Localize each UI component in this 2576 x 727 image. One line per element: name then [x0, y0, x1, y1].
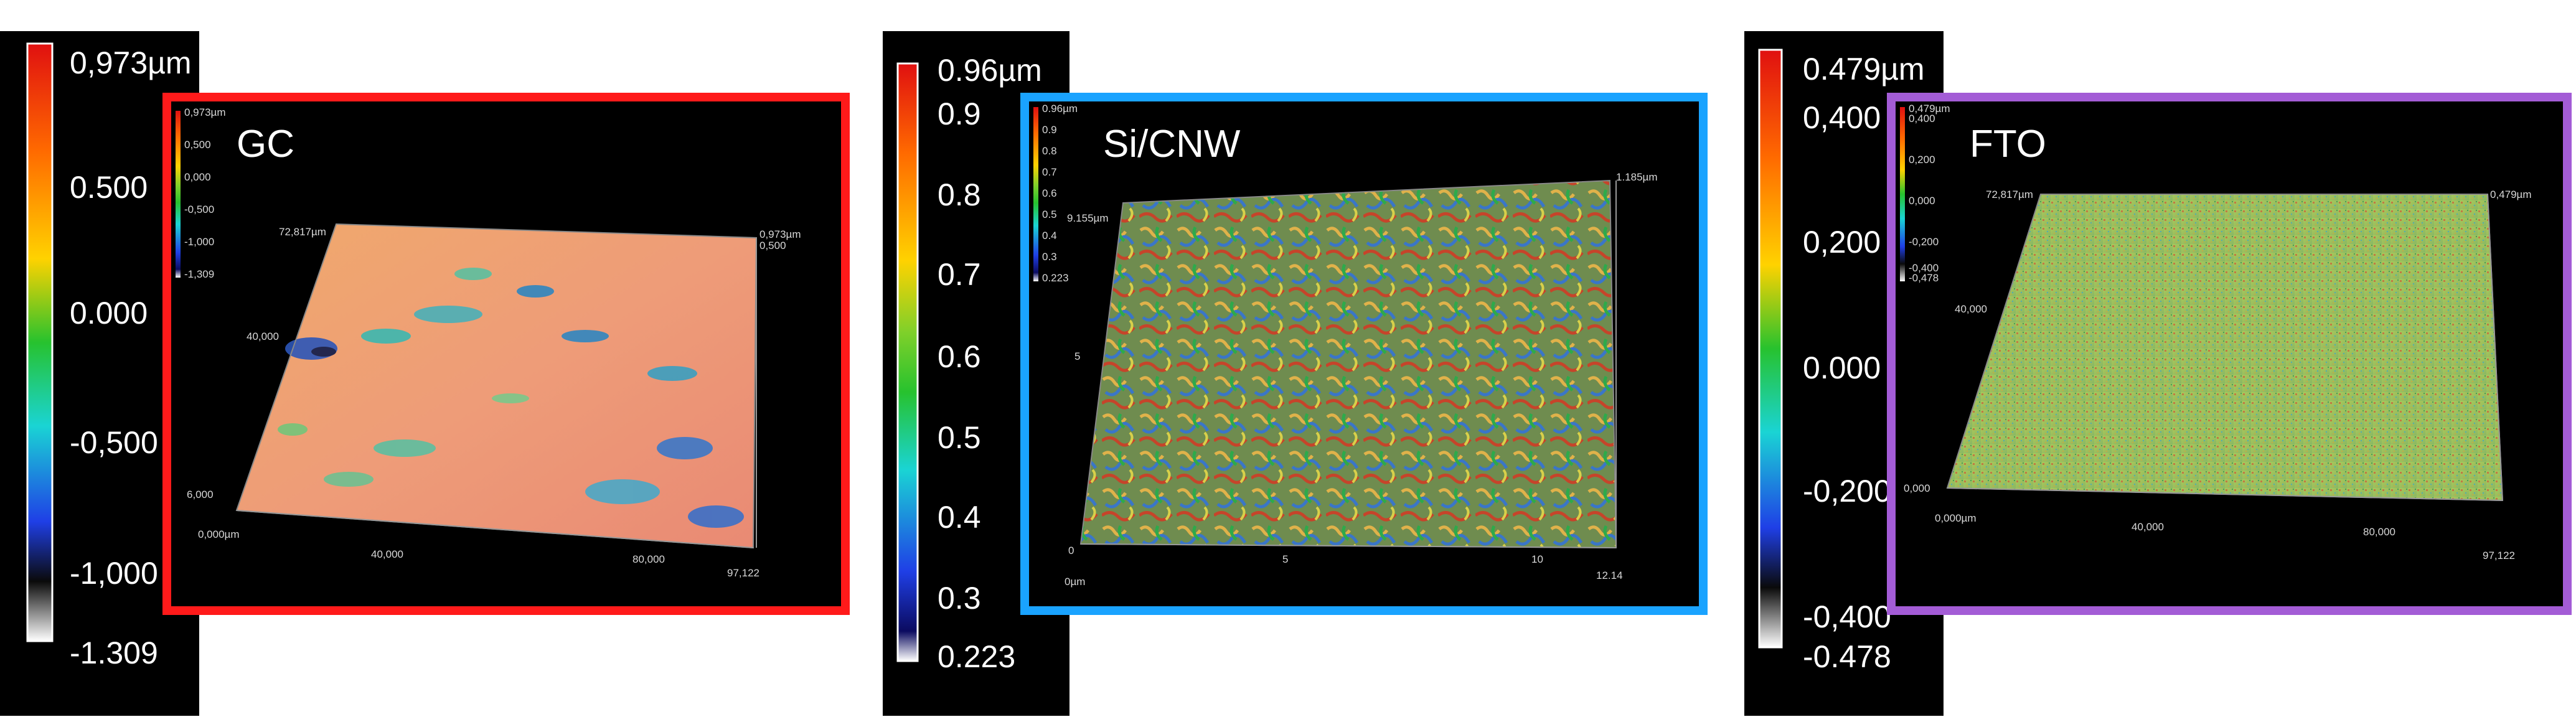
mini-scale-bar [1033, 107, 1038, 281]
axis-label: 0,973µm [759, 228, 801, 240]
mini-scale-label: -1,000 [184, 236, 214, 248]
mini-scale-label: 0.7 [1042, 166, 1057, 178]
color-scale-bar [896, 62, 919, 662]
axis-label: 0,000µm [198, 528, 240, 540]
axis-label: 0 [1068, 545, 1074, 556]
scale-label: 0.96µm [938, 53, 1042, 88]
scale-label: 0.000 [70, 296, 148, 331]
axis-label: 0µm [1065, 576, 1085, 588]
mini-scale-label: 0,000 [1909, 195, 1935, 207]
scale-label: 0.6 [938, 339, 981, 374]
scale-label: 0.7 [938, 257, 981, 292]
axis-label: 6,000 [187, 489, 214, 500]
mini-scale-label: 0,200 [1909, 154, 1935, 166]
axis-label: 0,000µm [1935, 512, 1977, 524]
axis-label: 12.14 [1596, 570, 1623, 581]
axis-label: 40,000 [1955, 303, 1987, 315]
panel-title: Si/CNW [1103, 123, 1241, 166]
axis-label: 9.155µm [1067, 212, 1109, 224]
mini-scale-label: 0.96µm [1042, 103, 1078, 115]
scale-label: 0.223 [938, 639, 1015, 674]
axis-label: 0,000 [1904, 482, 1930, 494]
mini-scale-label: -1,309 [184, 268, 214, 280]
mini-scale-label: 0,973µm [184, 106, 226, 118]
mini-scale-label: 0,000 [184, 171, 211, 183]
scale-label: -1.309 [70, 636, 158, 670]
surface-texture [1947, 194, 2503, 500]
mini-scale-label: -0,200 [1909, 236, 1939, 248]
axis-label: 0,500 [759, 240, 786, 251]
scale-label: 0,200 [1803, 225, 1881, 260]
surface-texture [237, 224, 756, 548]
mini-scale-bar [176, 111, 181, 278]
scale-label: 0.9 [938, 96, 981, 131]
panel-si-cnw: 0.96µm 0.9 0.8 0.7 0.6 0.5 0.4 0.3 0.223… [878, 0, 1712, 727]
axis-label: 5 [1282, 553, 1288, 565]
scale-label: 0.479µm [1803, 52, 1925, 87]
scale-label: 0.5 [938, 420, 981, 455]
mini-scale-label: 0.9 [1042, 124, 1057, 136]
axis-label: 72,817µm [279, 226, 326, 238]
panel-gc: 0,973µm 0.500 0.000 -0,500 -1,000 -1.309… [0, 0, 853, 727]
scale-label: -0,500 [70, 425, 158, 460]
scale-label: -0.478 [1803, 639, 1891, 674]
scale-label: 0,400 [1803, 100, 1881, 135]
mini-scale-label: -0,478 [1909, 272, 1939, 284]
scale-label: -0,200 [1803, 474, 1891, 509]
axis-label: 97,122 [2483, 550, 2515, 561]
mini-scale-label: 0.223 [1042, 272, 1069, 284]
axis-label: 5 [1074, 350, 1080, 362]
mini-scale-label: 0,479µm [1909, 103, 1950, 115]
mini-scale-label: 0,500 [184, 139, 211, 151]
axis-label: 1.185µm [1616, 171, 1658, 183]
axis-line [236, 510, 754, 548]
color-scale-bar [26, 42, 54, 642]
axis-label: 10 [1531, 553, 1543, 565]
surface-texture [1081, 181, 1616, 548]
axis-label: 97,122 [727, 567, 759, 579]
mini-scale-label: 0.3 [1042, 251, 1057, 263]
axis-line [1080, 543, 1617, 548]
scale-label: 0.8 [938, 177, 981, 212]
scale-label: -0,400 [1803, 599, 1891, 634]
mini-scale-label: 0.5 [1042, 209, 1057, 220]
panel-title: GC [237, 123, 294, 166]
scale-label: 0.500 [70, 170, 148, 205]
mini-scale-label: 0.6 [1042, 187, 1057, 199]
axis-line [2487, 194, 2503, 501]
axis-label: 40,000 [2132, 521, 2164, 533]
axis-label: 72,817µm [1986, 189, 2033, 200]
mini-scale-label: 0.4 [1042, 230, 1057, 242]
color-scale-bar [1758, 49, 1783, 649]
axis-line [1947, 487, 2503, 501]
mini-scale-bar [1900, 107, 1905, 281]
scale-label: 0.000 [1803, 350, 1881, 385]
scale-label: 0,973µm [70, 45, 192, 80]
axis-label: 40,000 [371, 548, 403, 560]
scale-label: 0.4 [938, 500, 981, 535]
mini-scale-label: 0.8 [1042, 145, 1057, 157]
scale-label: 0.3 [938, 581, 981, 616]
mini-scale-label: 0,400 [1909, 113, 1935, 124]
axis-label: 40,000 [247, 331, 279, 342]
panel-title: FTO [1970, 123, 2046, 166]
surface-pits [278, 268, 744, 528]
axis-label: 80,000 [632, 553, 665, 565]
mini-scale-label: -0,400 [1909, 262, 1939, 274]
axis-label: 80,000 [2363, 526, 2395, 538]
scale-label: -1,000 [70, 556, 158, 591]
panel-fto: 0.479µm 0,400 0,200 0.000 -0,200 -0,400 … [1737, 0, 2576, 727]
mini-scale-label: -0,500 [184, 204, 214, 215]
axis-label: 0,479µm [2490, 189, 2532, 200]
